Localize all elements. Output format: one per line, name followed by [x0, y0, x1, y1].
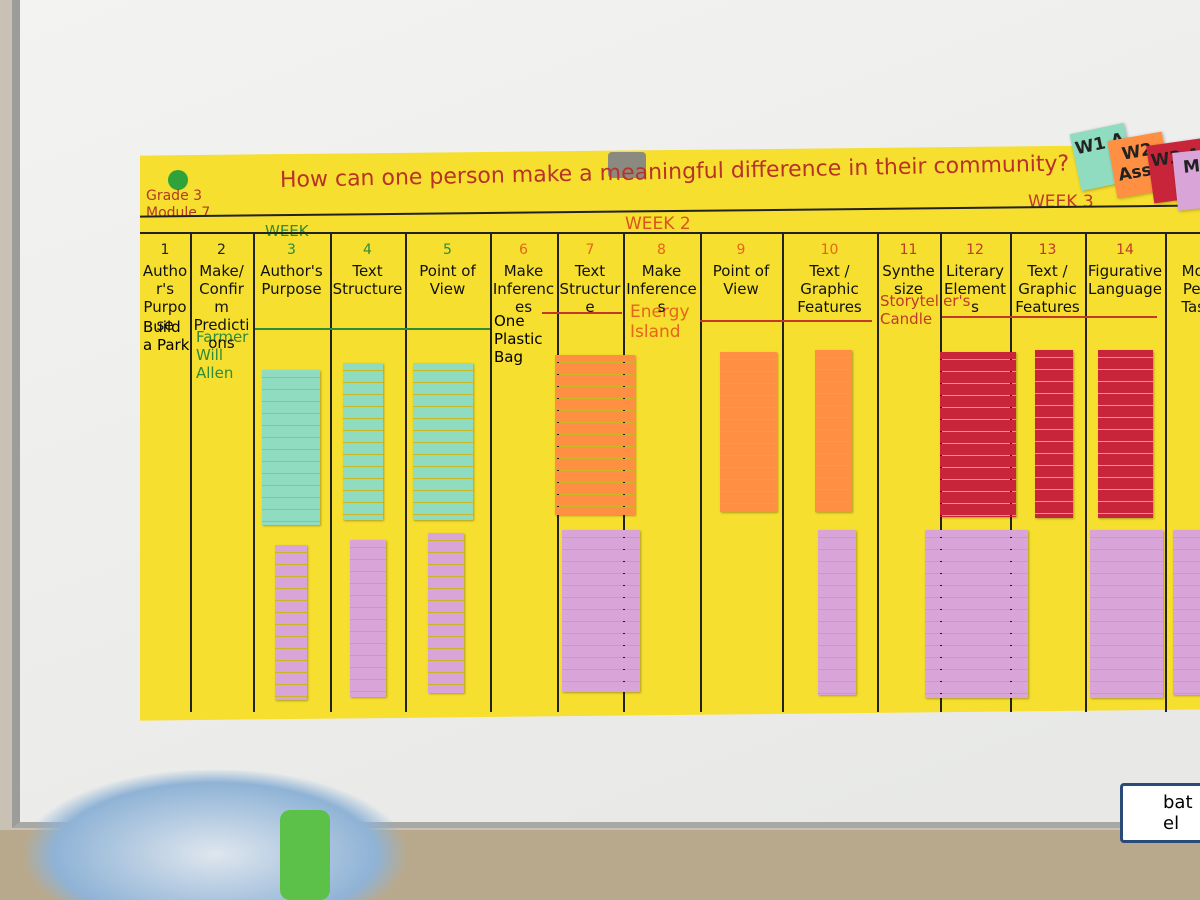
column-number: 7 — [585, 242, 595, 258]
story-text: Energy Island — [630, 302, 690, 342]
column-number: 9 — [736, 242, 746, 258]
paper-strip — [925, 530, 1028, 698]
column-title: Text / Graphic Features — [797, 262, 862, 316]
column-number: 10 — [820, 242, 839, 258]
column-number: 13 — [1038, 242, 1057, 258]
week-label: WEEK 2 — [625, 214, 691, 234]
paper-strip — [1098, 350, 1153, 518]
column-title: Make Inferences — [492, 262, 555, 316]
column-number: 2 — [217, 242, 226, 258]
sign: bat el — [1120, 783, 1200, 843]
column-line — [1165, 234, 1167, 712]
week-label: WEEK — [265, 222, 309, 240]
paper-strip — [262, 370, 320, 525]
column-title: Text / Graphic Features — [1015, 262, 1080, 316]
paper-strip — [1090, 530, 1163, 698]
grade: Grade 3 — [146, 188, 203, 204]
paper-strip — [555, 355, 635, 515]
paper-strip — [815, 350, 852, 512]
column-title: Author's Purpose — [260, 262, 323, 298]
column-title: Point of View — [419, 262, 476, 298]
sign-text: bat — [1163, 792, 1193, 813]
column-title: Figurative Language — [1087, 262, 1163, 298]
column-number: 4 — [363, 242, 372, 258]
column-line — [490, 234, 492, 712]
column-line — [877, 234, 879, 712]
paper-strip — [940, 352, 1016, 517]
module: Module 7 — [146, 205, 211, 221]
bottle-label — [280, 810, 330, 900]
column-title: Make Inferences — [626, 262, 697, 316]
column-line — [405, 234, 407, 712]
column-title: Author's Purpose — [142, 262, 188, 334]
clip — [608, 152, 646, 178]
column-number: 11 — [899, 242, 918, 258]
column-title: Literary Elements — [943, 262, 1007, 316]
paper-strip — [413, 363, 473, 520]
column-title: Make/ Confirm Predictions — [193, 262, 250, 352]
paper-strip — [275, 545, 307, 700]
pin — [168, 170, 188, 190]
column-title: Text Structure — [559, 262, 621, 316]
column-line — [330, 234, 332, 712]
story-text: One Plastic Bag — [494, 312, 543, 366]
column-number: 8 — [657, 242, 666, 258]
column-number: 6 — [519, 242, 528, 258]
arrow — [255, 328, 490, 330]
column-title: Synthesize — [882, 262, 935, 298]
rule — [140, 232, 1200, 234]
paper-strip — [343, 363, 383, 520]
column-title: Text Structure — [332, 262, 403, 298]
paper-strip — [428, 533, 464, 693]
column-number: 12 — [966, 242, 984, 258]
story-text: Farmer Will Allen — [196, 328, 249, 382]
column-line — [190, 234, 192, 712]
column-title: Mod Perf Task — [1181, 262, 1200, 316]
arrow — [700, 320, 872, 322]
column-line — [782, 234, 784, 712]
paper-strip — [562, 530, 640, 692]
paper-strip — [1173, 530, 1200, 695]
paper-strip — [720, 352, 777, 512]
column-line — [1085, 234, 1087, 712]
bottle-bag — [25, 770, 405, 900]
column-number: 3 — [287, 242, 296, 258]
column-number: 14 — [1116, 242, 1134, 258]
paper-strip — [1035, 350, 1073, 518]
sign-text: el — [1163, 813, 1180, 834]
story-text: Build a Park — [143, 318, 190, 354]
paper-strip — [818, 530, 856, 695]
sticky-note: M A — [1172, 147, 1200, 211]
paper-strip — [350, 540, 386, 697]
column-number: 1 — [160, 242, 170, 258]
column-line — [700, 234, 702, 712]
arrow — [542, 312, 622, 314]
column-number: 5 — [443, 242, 452, 258]
arrow — [942, 316, 1157, 318]
week-label: WEEK 3 — [1028, 192, 1094, 212]
column-line — [253, 234, 255, 712]
column-title: Point of View — [712, 262, 770, 298]
